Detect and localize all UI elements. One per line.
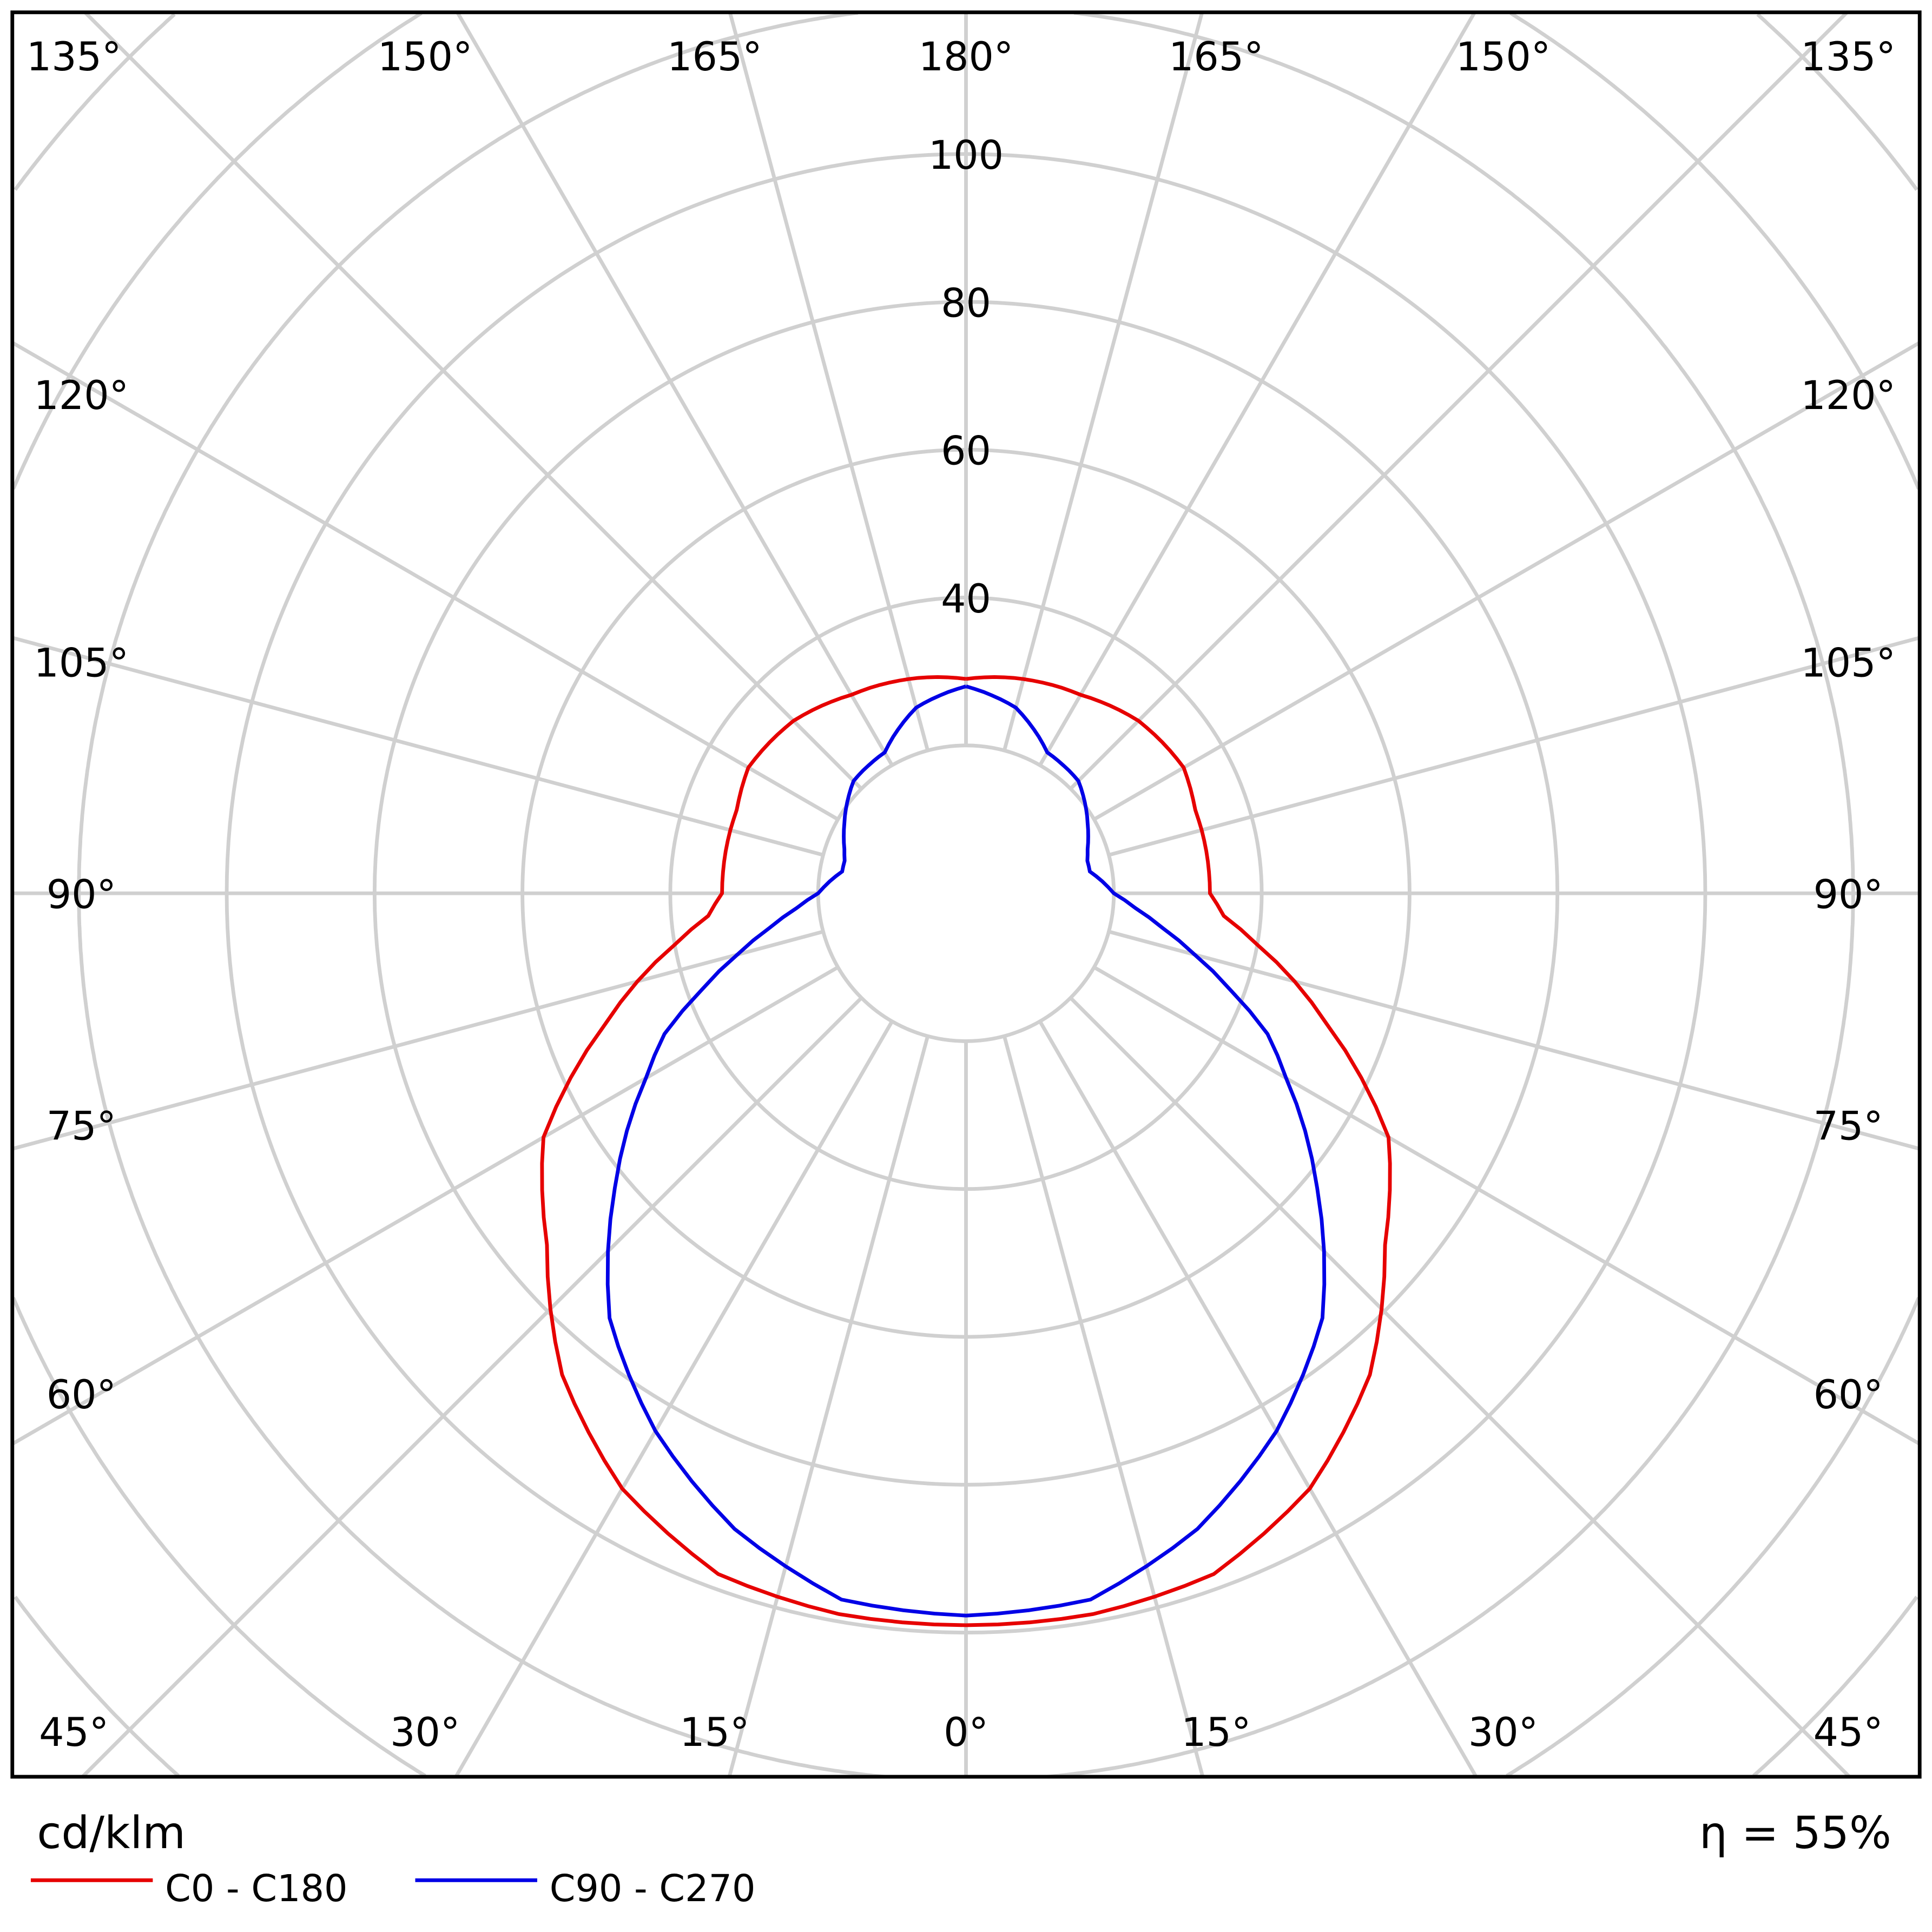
grid-spoke bbox=[81, 997, 863, 1778]
grid-spoke bbox=[1108, 929, 1921, 1151]
grid-spoke bbox=[1093, 965, 1921, 1446]
grid-ring bbox=[11, 11, 1921, 1778]
grid-spoke bbox=[1069, 11, 1849, 790]
grid-spoke bbox=[1069, 997, 1851, 1778]
grid-spoke bbox=[728, 11, 929, 751]
angle-label: 135° bbox=[1801, 34, 1896, 80]
grid-spoke bbox=[1038, 11, 1476, 767]
angle-label: 60° bbox=[1814, 1372, 1883, 1418]
radial-tick-label: 60 bbox=[941, 428, 991, 474]
grid-spoke bbox=[11, 929, 824, 1151]
grid-spoke bbox=[1108, 636, 1921, 857]
angle-label: 15° bbox=[1181, 1710, 1251, 1756]
angle-label: 105° bbox=[34, 640, 129, 686]
angle-label: 90° bbox=[1814, 872, 1883, 918]
angle-label: 135° bbox=[27, 34, 122, 80]
grid-spoke bbox=[456, 11, 894, 767]
plot-frame bbox=[10, 10, 1922, 1779]
radial-tick-label: 80 bbox=[941, 280, 991, 326]
grid-spoke bbox=[1093, 341, 1921, 821]
angle-label: 30° bbox=[390, 1710, 460, 1756]
polar-grid bbox=[11, 11, 1921, 1779]
angle-label: 60° bbox=[47, 1372, 116, 1418]
angle-label: 180° bbox=[919, 34, 1014, 80]
radial-tick-label: 40 bbox=[941, 576, 991, 622]
unit-label: cd/klm bbox=[37, 1808, 186, 1859]
grid-spoke bbox=[11, 341, 839, 821]
angle-label: 120° bbox=[34, 373, 129, 419]
legend: C0 - C180 C90 - C270 bbox=[30, 1868, 756, 1910]
series-curve-c90-c270 bbox=[605, 684, 1327, 1618]
grid-spoke bbox=[1003, 1036, 1205, 1777]
grid-spoke bbox=[1038, 1020, 1478, 1778]
angle-label: 165° bbox=[667, 34, 762, 80]
angle-label: 120° bbox=[1801, 373, 1896, 419]
radial-tick-label: 100 bbox=[928, 133, 1004, 179]
angle-label: 75° bbox=[1814, 1104, 1883, 1150]
grid-ring bbox=[77, 11, 1855, 1779]
angle-label: 75° bbox=[47, 1104, 116, 1150]
legend-label-c0: C0 - C180 bbox=[165, 1868, 347, 1910]
grid-ring bbox=[816, 743, 1116, 1043]
angle-label: 15° bbox=[680, 1710, 749, 1756]
angle-label: 150° bbox=[378, 34, 473, 80]
legend-label-c90: C90 - C270 bbox=[550, 1868, 756, 1910]
grid-spoke bbox=[454, 1020, 894, 1778]
grid-spoke bbox=[83, 11, 863, 790]
labels: 40 60 80 100 135° 150° 165° 180° 165° 150° 135° 45°… bbox=[27, 34, 1896, 1756]
angle-label: 165° bbox=[1169, 34, 1264, 80]
curves bbox=[540, 675, 1392, 1627]
angle-label: 105° bbox=[1801, 640, 1896, 686]
angle-label: 150° bbox=[1456, 34, 1551, 80]
angle-label: 90° bbox=[47, 872, 116, 918]
grid-spoke bbox=[11, 636, 824, 857]
grid-spoke bbox=[11, 965, 839, 1446]
series-curve-c0-c180 bbox=[540, 675, 1392, 1627]
efficiency-label: η = 55% bbox=[1699, 1808, 1891, 1859]
angle-label: 30° bbox=[1468, 1710, 1538, 1756]
angle-label: 45° bbox=[39, 1710, 109, 1756]
angle-label: 0° bbox=[944, 1710, 988, 1756]
angle-label: 45° bbox=[1814, 1710, 1883, 1756]
grid-spoke bbox=[1003, 11, 1204, 751]
grid-ring bbox=[14, 12, 1918, 1777]
grid-spoke bbox=[727, 1036, 929, 1777]
